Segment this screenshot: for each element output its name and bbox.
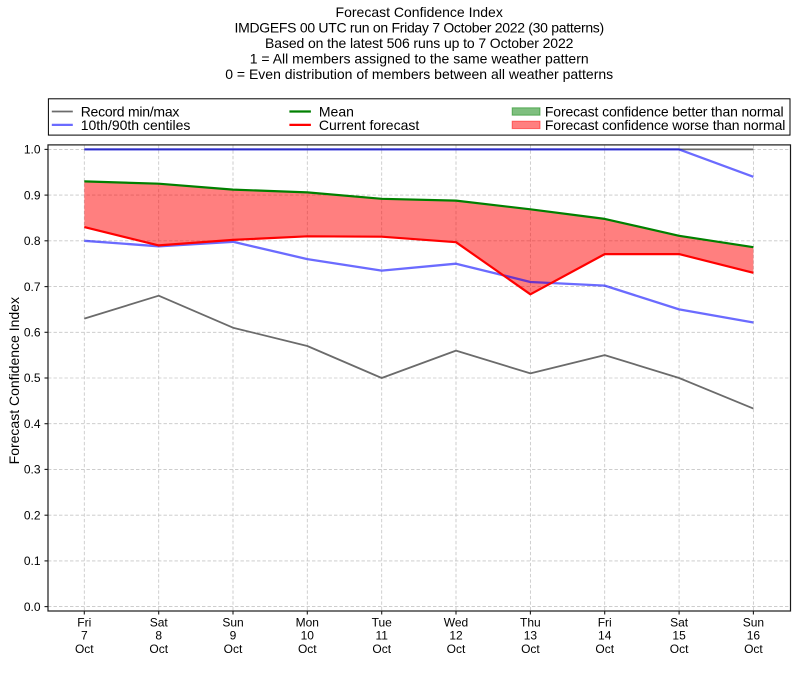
svg-text:Based on the latest 506 runs u: Based on the latest 506 runs up to 7 Oct… (265, 35, 574, 51)
svg-text:0.9: 0.9 (24, 188, 41, 202)
svg-text:Oct: Oct (744, 642, 763, 656)
svg-text:Forecast confidence worse than: Forecast confidence worse than normal (545, 117, 785, 133)
svg-text:16: 16 (747, 629, 761, 643)
svg-text:Oct: Oct (670, 642, 689, 656)
svg-text:0.7: 0.7 (24, 280, 41, 294)
svg-text:Wed: Wed (444, 615, 468, 629)
svg-text:Oct: Oct (595, 642, 614, 656)
svg-text:Oct: Oct (372, 642, 391, 656)
svg-text:Mean: Mean (319, 103, 354, 119)
svg-text:Forecast Confidence Index: Forecast Confidence Index (6, 297, 22, 464)
svg-text:10: 10 (301, 629, 315, 643)
svg-text:IMDGEFS 00 UTC run on Friday 7: IMDGEFS 00 UTC run on Friday 7 October 2… (234, 20, 603, 36)
svg-text:14: 14 (598, 629, 612, 643)
svg-text:Oct: Oct (75, 642, 94, 656)
svg-text:Oct: Oct (224, 642, 243, 656)
svg-text:10th/90th centiles: 10th/90th centiles (81, 117, 191, 133)
svg-text:Oct: Oct (149, 642, 168, 656)
svg-text:Sun: Sun (743, 615, 764, 629)
svg-text:0.3: 0.3 (24, 463, 41, 477)
svg-text:Forecast confidence better tha: Forecast confidence better than normal (545, 103, 784, 119)
svg-text:8: 8 (155, 629, 162, 643)
svg-text:12: 12 (449, 629, 463, 643)
svg-text:Record min/max: Record min/max (81, 103, 180, 119)
svg-text:7: 7 (81, 629, 88, 643)
svg-text:0.6: 0.6 (24, 326, 41, 340)
svg-text:0.8: 0.8 (24, 234, 41, 248)
svg-text:0.0: 0.0 (24, 600, 41, 614)
svg-text:Oct: Oct (447, 642, 466, 656)
svg-text:13: 13 (524, 629, 538, 643)
svg-text:0.2: 0.2 (24, 508, 41, 522)
svg-text:0.5: 0.5 (24, 371, 41, 385)
svg-text:0 = Even distribution of membe: 0 = Even distribution of members between… (225, 66, 613, 82)
svg-text:9: 9 (230, 629, 237, 643)
svg-text:Current forecast: Current forecast (319, 117, 419, 133)
svg-text:0.4: 0.4 (24, 417, 41, 431)
svg-text:1.0: 1.0 (24, 143, 41, 157)
svg-text:Thu: Thu (520, 615, 541, 629)
svg-text:Oct: Oct (298, 642, 317, 656)
svg-text:Forecast Confidence Index: Forecast Confidence Index (336, 4, 503, 20)
svg-text:11: 11 (375, 629, 388, 643)
svg-text:15: 15 (672, 629, 686, 643)
svg-text:0.1: 0.1 (24, 554, 41, 568)
svg-text:Tue: Tue (372, 615, 393, 629)
svg-text:Oct: Oct (521, 642, 540, 656)
svg-text:Sat: Sat (150, 615, 169, 629)
svg-text:Sun: Sun (222, 615, 243, 629)
svg-text:1 = All members assigned to th: 1 = All members assigned to the same wea… (250, 51, 589, 67)
svg-text:Mon: Mon (296, 615, 319, 629)
svg-text:Fri: Fri (77, 615, 91, 629)
svg-text:Fri: Fri (598, 615, 612, 629)
svg-text:Sat: Sat (670, 615, 689, 629)
